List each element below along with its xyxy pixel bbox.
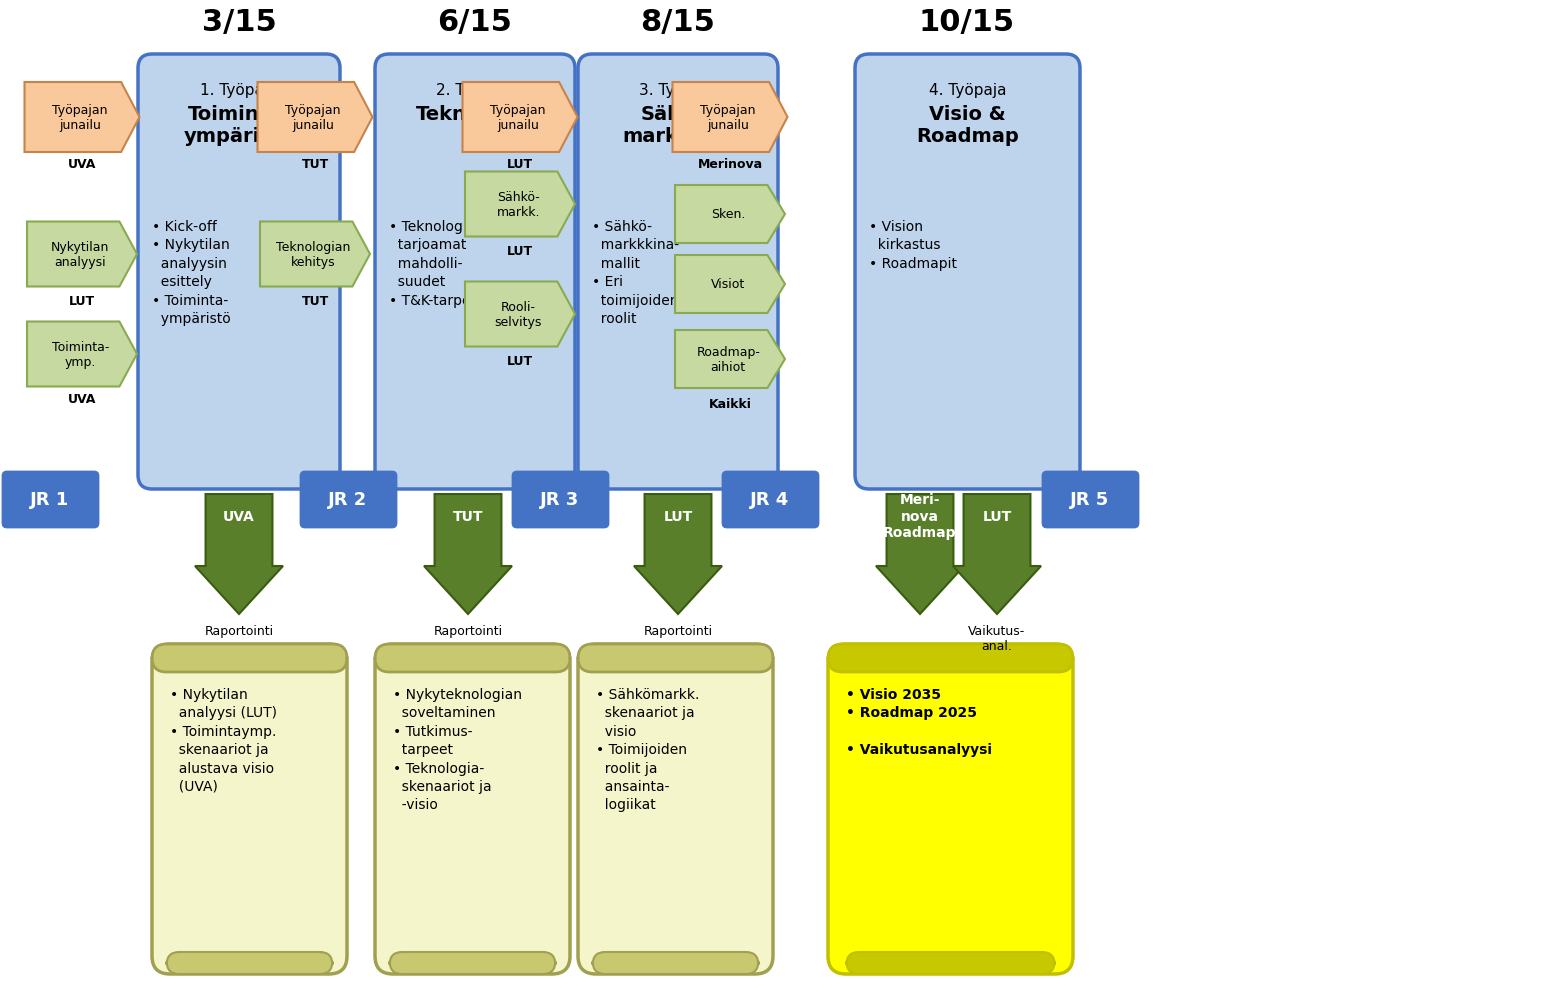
FancyBboxPatch shape	[376, 644, 571, 974]
Text: Toiminta-
ymp.: Toiminta- ymp.	[51, 341, 109, 369]
FancyBboxPatch shape	[301, 472, 396, 528]
Text: UVA: UVA	[67, 157, 97, 171]
Text: Vaikutus-
anal.: Vaikutus- anal.	[968, 625, 1026, 652]
FancyBboxPatch shape	[592, 952, 758, 974]
FancyBboxPatch shape	[376, 644, 571, 672]
Text: LUT: LUT	[69, 295, 95, 308]
Text: JR 2: JR 2	[329, 490, 368, 509]
Text: Rooli-
selvitys: Rooli- selvitys	[494, 301, 543, 329]
Text: Raportointi: Raportointi	[433, 625, 502, 637]
Text: • Nykyteknologian
  soveltaminen
• Tutkimus-
  tarpeet
• Teknologia-
  skenaario: • Nykyteknologian soveltaminen • Tutkimu…	[393, 687, 522, 811]
Text: UVA: UVA	[223, 510, 254, 524]
FancyBboxPatch shape	[847, 952, 1054, 974]
Text: JR 3: JR 3	[541, 490, 580, 509]
Text: Toiminta-
ympäristö: Toiminta- ympäristö	[184, 105, 295, 145]
FancyBboxPatch shape	[167, 952, 332, 974]
Text: Meri-
nova
Roadmap: Meri- nova Roadmap	[884, 492, 957, 540]
Text: Raportointi: Raportointi	[644, 625, 712, 637]
Text: 8/15: 8/15	[641, 8, 716, 37]
FancyBboxPatch shape	[151, 644, 348, 672]
Text: • Kick-off
• Nykytilan
  analyysin
  esittely
• Toiminta-
  ympäristö: • Kick-off • Nykytilan analyysin esittel…	[151, 220, 231, 326]
Text: 1. Työpaja: 1. Työpaja	[200, 83, 278, 98]
Text: Roadmap-
aihiot: Roadmap- aihiot	[697, 346, 761, 374]
Text: Teknologia: Teknologia	[416, 105, 535, 124]
Text: 3/15: 3/15	[201, 8, 276, 37]
Text: • Vision
  kirkastus
• Roadmapit: • Vision kirkastus • Roadmapit	[868, 220, 957, 271]
Text: TUT: TUT	[452, 510, 483, 524]
FancyBboxPatch shape	[578, 55, 778, 489]
Text: Sähkö-
markk.: Sähkö- markk.	[496, 191, 539, 219]
Text: JR 5: JR 5	[1071, 490, 1110, 509]
FancyBboxPatch shape	[376, 55, 575, 489]
Polygon shape	[465, 282, 575, 347]
Text: LUT: LUT	[982, 510, 1012, 524]
FancyBboxPatch shape	[828, 644, 1073, 974]
Text: • Nykytilan
  analyysi (LUT)
• Toimintaymp.
  skenaariot ja
  alustava visio
  (: • Nykytilan analyysi (LUT) • Toimintaymp…	[170, 687, 278, 793]
Text: 6/15: 6/15	[438, 8, 513, 37]
FancyBboxPatch shape	[139, 55, 340, 489]
FancyBboxPatch shape	[3, 472, 98, 528]
FancyBboxPatch shape	[513, 472, 608, 528]
Polygon shape	[195, 494, 284, 615]
Polygon shape	[260, 223, 369, 287]
FancyBboxPatch shape	[1043, 472, 1138, 528]
Text: Työpajan
junailu: Työpajan junailu	[700, 104, 756, 131]
Text: Kaikki: Kaikki	[708, 397, 751, 410]
Text: • Visio 2035
• Roadmap 2025

• Vaikutusanalyysi: • Visio 2035 • Roadmap 2025 • Vaikutusan…	[847, 687, 992, 756]
Text: Työpajan
junailu: Työpajan junailu	[285, 104, 341, 131]
Polygon shape	[424, 494, 511, 615]
Polygon shape	[465, 173, 575, 238]
FancyBboxPatch shape	[828, 644, 1073, 672]
Text: Raportointi: Raportointi	[204, 625, 273, 637]
Text: • Teknologian
  tarjoamat
  mahdolli-
  suudet
• T&K-tarpeet: • Teknologian tarjoamat mahdolli- suudet…	[390, 220, 485, 307]
FancyBboxPatch shape	[390, 952, 555, 974]
Text: LUT: LUT	[507, 157, 533, 171]
Polygon shape	[953, 494, 1041, 615]
Polygon shape	[257, 83, 373, 152]
Text: Teknologian
kehitys: Teknologian kehitys	[276, 241, 351, 269]
Text: Visiot: Visiot	[711, 278, 745, 291]
Polygon shape	[876, 494, 963, 615]
Text: 2. Työpaja: 2. Työpaja	[437, 83, 514, 98]
Text: TUT: TUT	[301, 157, 329, 171]
Text: 4. Työpaja: 4. Työpaja	[929, 83, 1006, 98]
FancyBboxPatch shape	[151, 644, 348, 974]
Text: TUT: TUT	[301, 295, 329, 308]
FancyBboxPatch shape	[723, 472, 818, 528]
Text: LUT: LUT	[664, 510, 692, 524]
Text: JR 4: JR 4	[750, 490, 789, 509]
Text: Työpajan
junailu: Työpajan junailu	[53, 104, 108, 131]
Polygon shape	[27, 322, 137, 387]
Text: Työpajan
junailu: Työpajan junailu	[491, 104, 546, 131]
Text: 3. Työpaja: 3. Työpaja	[639, 83, 717, 98]
FancyBboxPatch shape	[578, 644, 773, 974]
Text: Merinova: Merinova	[697, 157, 762, 171]
Text: • Sähkömarkk.
  skenaariot ja
  visio
• Toimijoiden
  roolit ja
  ansainta-
  lo: • Sähkömarkk. skenaariot ja visio • Toim…	[596, 687, 700, 811]
Text: UVA: UVA	[67, 392, 97, 405]
Text: 10/15: 10/15	[918, 8, 1015, 37]
Polygon shape	[675, 186, 786, 244]
Polygon shape	[675, 331, 786, 388]
Text: LUT: LUT	[507, 355, 533, 368]
Text: Sken.: Sken.	[711, 209, 745, 222]
FancyBboxPatch shape	[854, 55, 1080, 489]
Polygon shape	[675, 256, 786, 314]
Polygon shape	[635, 494, 722, 615]
Polygon shape	[25, 83, 139, 152]
Text: LUT: LUT	[507, 245, 533, 258]
Polygon shape	[463, 83, 577, 152]
Text: Nykytilan
analyysi: Nykytilan analyysi	[51, 241, 109, 269]
Text: JR 1: JR 1	[30, 490, 70, 509]
FancyBboxPatch shape	[578, 644, 773, 672]
Text: • Sähkö-
  markkkina-
  mallit
• Eri
  toimijoiden
  roolit: • Sähkö- markkkina- mallit • Eri toimijo…	[592, 220, 680, 326]
Text: Visio &
Roadmap: Visio & Roadmap	[917, 105, 1020, 145]
Polygon shape	[27, 223, 137, 287]
Polygon shape	[672, 83, 787, 152]
Text: Sähkö-
markkinat: Sähkö- markkinat	[622, 105, 734, 145]
